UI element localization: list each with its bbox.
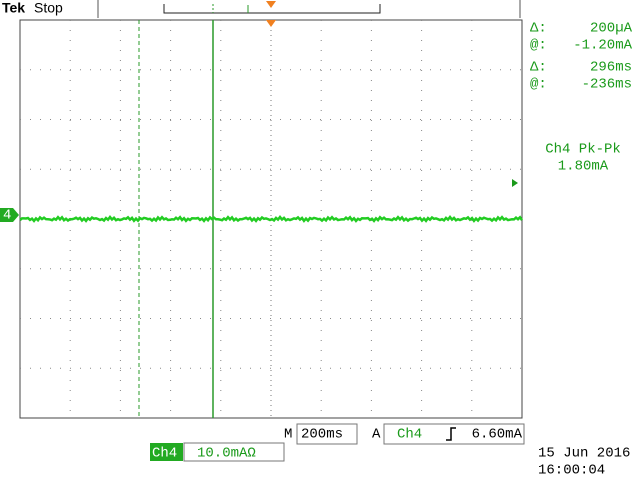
- measurement-value: 1.80mA: [558, 159, 609, 175]
- trigger-level: 6.60mA: [472, 427, 523, 443]
- channel-scale-box: [183, 442, 285, 462]
- timebase-box: [296, 423, 358, 445]
- time: 16:00:04: [538, 463, 605, 479]
- trigger-level-marker: [512, 179, 518, 187]
- timebase-prefix: M: [284, 427, 292, 443]
- measurement-label: Ch4 Pk-Pk: [545, 142, 621, 158]
- cursor-delta-label: Δ:: [530, 60, 547, 76]
- cursor-at: -236ms: [582, 77, 632, 93]
- timebase: 200ms: [301, 427, 343, 443]
- cursor-delta: 200µA: [590, 21, 633, 37]
- channel-name: Ch4: [152, 446, 177, 462]
- cursor-at-label: @:: [530, 38, 547, 54]
- trigger-box: [383, 423, 525, 445]
- date: 15 Jun 2016: [538, 446, 630, 462]
- trigger-slope: [446, 427, 456, 441]
- trigger-position: [266, 1, 276, 8]
- trigger-source: Ch4: [397, 427, 422, 443]
- waveform-trace: [19, 214, 524, 223]
- trigger-prefix: A: [372, 427, 381, 443]
- brand: Tek: [2, 0, 25, 16]
- cursor-delta-label: Δ:: [530, 21, 547, 37]
- trigger-position-marker: [266, 20, 276, 27]
- channel-scale: 10.0mAΩ: [197, 446, 256, 462]
- record-bracket: [163, 4, 381, 14]
- cursor-at: -1.20mA: [573, 38, 632, 54]
- status: Stop: [34, 0, 63, 16]
- channel-marker-label: 4: [3, 208, 11, 224]
- channel-marker: [0, 208, 19, 222]
- channel-badge: [150, 443, 183, 461]
- cursor-at-label: @:: [530, 77, 547, 93]
- cursor-delta: 296ms: [590, 60, 632, 76]
